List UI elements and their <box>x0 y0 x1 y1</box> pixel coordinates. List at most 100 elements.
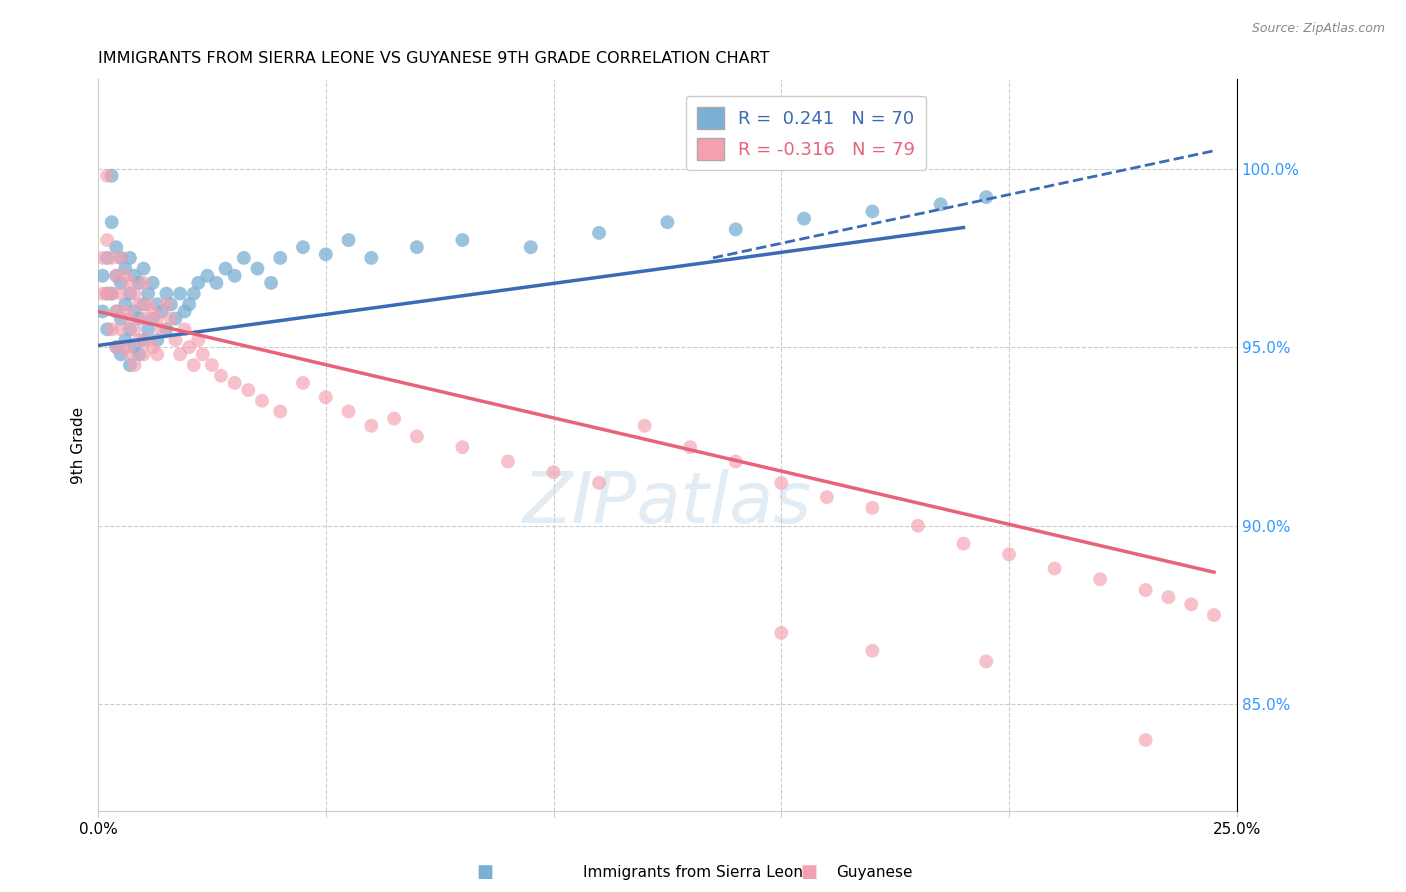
Point <box>160 297 183 311</box>
Point <box>146 311 169 326</box>
Point <box>1180 597 1202 611</box>
Point <box>105 268 128 283</box>
Text: ■: ■ <box>477 863 494 881</box>
Point <box>150 304 173 318</box>
Point <box>496 454 519 468</box>
Point <box>118 311 141 326</box>
Point <box>250 393 273 408</box>
Point <box>114 297 136 311</box>
Point <box>337 404 360 418</box>
Point <box>292 376 315 390</box>
Point <box>124 358 146 372</box>
Point <box>406 240 429 254</box>
Point <box>114 340 136 354</box>
Text: Immigrants from Sierra Leone: Immigrants from Sierra Leone <box>583 865 813 880</box>
Point <box>160 311 183 326</box>
Point <box>110 251 132 265</box>
Point <box>793 211 815 226</box>
Point <box>96 169 118 183</box>
Point <box>187 333 209 347</box>
Point <box>179 340 201 354</box>
Point <box>232 251 254 265</box>
Text: Source: ZipAtlas.com: Source: ZipAtlas.com <box>1251 22 1385 36</box>
Point <box>128 347 150 361</box>
Text: ZIPatlas: ZIPatlas <box>523 469 811 539</box>
Point <box>406 429 429 443</box>
Point <box>96 251 118 265</box>
Point <box>519 240 541 254</box>
Point <box>128 333 150 347</box>
Point <box>1135 582 1157 597</box>
Point <box>142 311 165 326</box>
Point <box>110 347 132 361</box>
Point <box>96 286 118 301</box>
Point <box>142 340 165 354</box>
Point <box>292 240 315 254</box>
Point <box>100 286 122 301</box>
Point <box>118 322 141 336</box>
Point <box>100 286 122 301</box>
Point <box>770 626 793 640</box>
Point <box>238 383 260 397</box>
Point <box>998 547 1021 561</box>
Point <box>100 215 122 229</box>
Text: ■: ■ <box>800 863 817 881</box>
Point <box>124 268 146 283</box>
Point <box>269 251 291 265</box>
Point <box>132 297 155 311</box>
Point <box>269 404 291 418</box>
Point <box>337 233 360 247</box>
Text: Guyanese: Guyanese <box>837 865 912 880</box>
Point <box>114 333 136 347</box>
Point <box>155 297 177 311</box>
Point <box>165 333 187 347</box>
Point <box>169 347 191 361</box>
Point <box>724 222 747 236</box>
Point <box>952 536 974 550</box>
Point <box>96 233 118 247</box>
Point <box>360 418 382 433</box>
Point <box>224 376 246 390</box>
Point <box>118 286 141 301</box>
Point <box>114 261 136 276</box>
Point <box>91 268 114 283</box>
Point <box>974 190 997 204</box>
Point <box>132 347 155 361</box>
Point <box>150 322 173 336</box>
Point <box>860 500 883 515</box>
Point <box>209 368 232 383</box>
Point <box>173 322 195 336</box>
Point <box>657 215 679 229</box>
Point <box>543 465 565 479</box>
Point <box>132 333 155 347</box>
Point <box>91 286 114 301</box>
Point <box>205 276 228 290</box>
Point <box>860 644 883 658</box>
Point <box>173 304 195 318</box>
Point <box>96 322 118 336</box>
Point <box>679 440 702 454</box>
Point <box>110 251 132 265</box>
Point <box>183 358 205 372</box>
Point <box>315 390 337 404</box>
Point <box>124 286 146 301</box>
Point <box>201 358 224 372</box>
Point <box>132 261 155 276</box>
Point <box>382 411 405 425</box>
Point <box>588 226 610 240</box>
Point <box>179 297 201 311</box>
Point <box>132 311 155 326</box>
Point <box>100 322 122 336</box>
Point <box>114 268 136 283</box>
Point <box>105 240 128 254</box>
Point <box>105 340 128 354</box>
Point <box>100 251 122 265</box>
Point <box>633 418 655 433</box>
Point <box>588 475 610 490</box>
Point <box>183 286 205 301</box>
Point <box>128 276 150 290</box>
Point <box>451 233 474 247</box>
Point <box>155 322 177 336</box>
Point <box>128 311 150 326</box>
Point <box>114 304 136 318</box>
